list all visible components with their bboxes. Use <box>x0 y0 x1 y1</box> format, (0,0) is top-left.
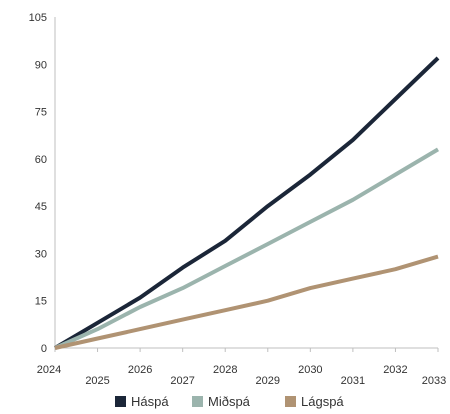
legend-swatch-haspa <box>115 396 126 407</box>
legend: Háspá Miðspá Lágspá <box>115 394 344 409</box>
x-tick-label: 2030 <box>298 364 322 376</box>
series-lines <box>53 56 440 350</box>
x-axis-ticks: 2024 2025 2026 2027 2028 2029 2030 2031 2032 2033 <box>37 348 446 387</box>
y-tick-label: 60 <box>35 154 47 166</box>
y-tick-label: 75 <box>35 107 47 119</box>
x-tick-label: 2026 <box>128 364 152 376</box>
x-tick-label: 2029 <box>256 375 280 387</box>
legend-swatch-midspa <box>192 396 203 407</box>
legend-label-haspa: Háspá <box>131 394 169 409</box>
x-tick-label: 2027 <box>170 375 194 387</box>
x-tick-label: 2031 <box>341 375 365 387</box>
y-tick-label: 15 <box>35 296 47 308</box>
y-tick-label: 0 <box>41 343 47 355</box>
x-tick-label: 2025 <box>85 375 109 387</box>
y-axis-ticks: 0 15 30 45 60 75 90 105 <box>29 12 47 355</box>
x-tick-label: 2033 <box>422 375 446 387</box>
axes <box>54 17 438 349</box>
x-tick-label: 2024 <box>37 364 61 376</box>
legend-label-midspa: Miðspá <box>208 394 251 409</box>
x-tick-label: 2028 <box>213 364 237 376</box>
y-tick-label: 45 <box>35 201 47 213</box>
series-line-lagspa <box>54 254 439 350</box>
legend-label-lagspa: Lágspá <box>301 394 344 409</box>
y-tick-label: 90 <box>35 59 47 71</box>
x-tick-label: 2032 <box>383 364 407 376</box>
legend-swatch-lagspa <box>285 396 296 407</box>
series-line-midspa <box>54 147 440 350</box>
y-tick-label: 105 <box>29 12 47 24</box>
series-line-haspa <box>53 56 440 350</box>
y-tick-label: 30 <box>35 248 47 260</box>
